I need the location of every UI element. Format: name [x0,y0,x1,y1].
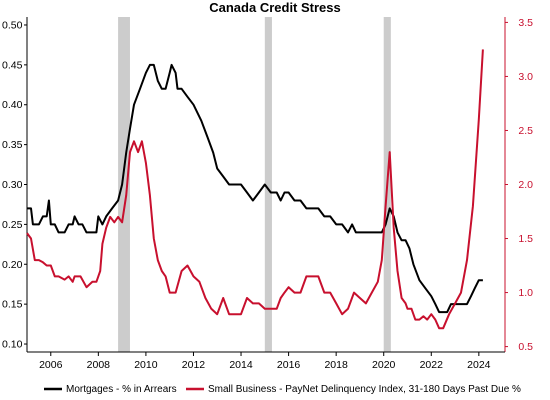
recession-band-1 [118,17,130,352]
x-tick-label-2006: 2006 [39,359,63,371]
right-tick-label-3-0: 3.0 [518,71,533,83]
x-tick-label-2016: 2016 [277,359,301,371]
left-tick-label-0-15: 0.15 [2,299,23,311]
x-tick-label-2020: 2020 [372,359,396,371]
x-tick-label-2010: 2010 [134,359,158,371]
x-tick-label-2022: 2022 [420,359,444,371]
chart-title: Canada Credit Stress [209,0,341,15]
axes: 0.10 0.15 0.20 0.25 0.30 0.35 0.40 0.45 0.50 0.5 1… [2,17,533,371]
x-tick-label-2024: 2024 [467,359,491,371]
x-tick-label-2014: 2014 [229,359,253,371]
x-tick-label-2018: 2018 [324,359,348,371]
left-tick-label-0-30: 0.30 [2,179,23,191]
legend: Mortgages - % in Arrears Small Business … [44,384,521,395]
right-tick-label-0-5: 0.5 [518,341,533,353]
series-line-mortgages [27,63,483,314]
left-tick-label-0-25: 0.25 [2,219,23,231]
right-tick-label-3-5: 3.5 [518,17,533,29]
legend-label-small-business: Small Business - PayNet Delinquency Inde… [208,384,521,395]
legend-label-mortgages: Mortgages - % in Arrears [66,384,177,395]
left-tick-label-0-35: 0.35 [2,139,23,151]
left-tick-label-0-20: 0.20 [2,259,23,271]
left-tick-label-0-45: 0.45 [2,59,23,71]
recession-band-2 [264,17,272,352]
series-line-small-business [26,49,484,330]
x-tick-label-2008: 2008 [87,359,111,371]
right-tick-label-1-0: 1.0 [518,287,533,299]
right-tick-label-2-0: 2.0 [518,179,533,191]
right-tick-label-2-5: 2.5 [518,125,533,137]
left-tick-label-0-10: 0.10 [2,339,23,351]
right-tick-label-1-5: 1.5 [518,233,533,245]
left-tick-label-0-40: 0.40 [2,99,23,111]
left-tick-label-0-50: 0.50 [2,19,23,31]
x-tick-label-2012: 2012 [182,359,206,371]
series-lines [26,49,484,330]
